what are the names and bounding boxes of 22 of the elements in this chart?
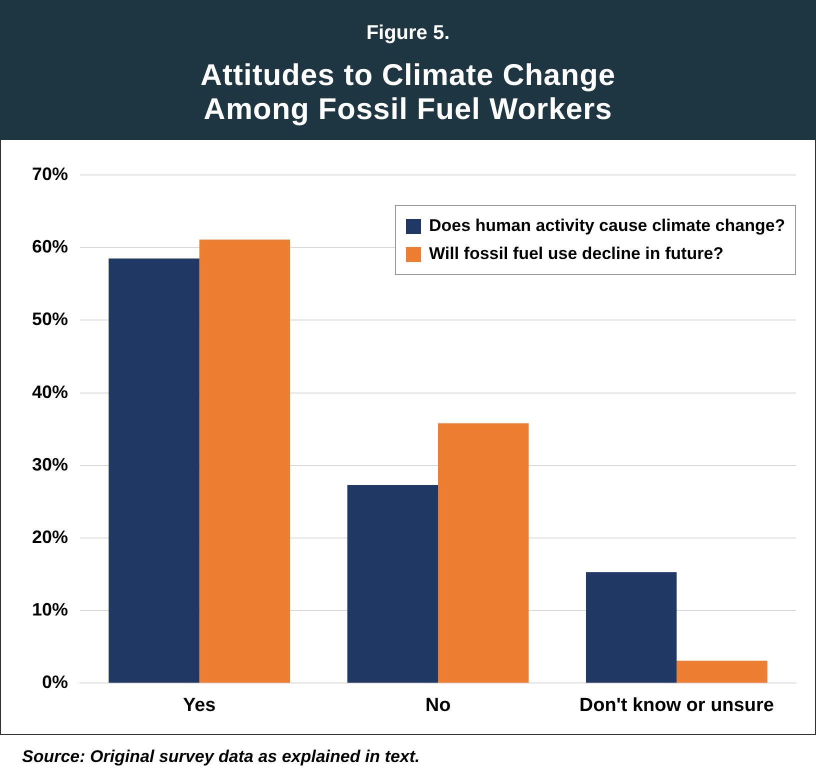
bar (108, 258, 200, 683)
chart-subtitle: Figure 5. (365, 21, 451, 45)
bar (676, 660, 768, 683)
legend-label: Will fossil fuel use decline in future? (429, 244, 724, 264)
chart-title: Attitudes to Climate Change Among Fossil Fuel Workers (199, 59, 617, 127)
y-tick-label: 50% (32, 309, 68, 330)
y-tick-label: 60% (32, 236, 68, 257)
y-tick-label: 70% (32, 164, 68, 184)
source-note: Source: Original survey data as explained in text. (21, 746, 421, 768)
y-tick-label: 30% (32, 454, 68, 474)
bar (438, 423, 529, 683)
bar (586, 572, 677, 683)
x-tick-label: Don't know or unsure (579, 694, 774, 716)
y-tick-label: 40% (32, 382, 68, 402)
y-tick-label: 10% (32, 600, 68, 620)
x-tick-label: No (425, 694, 451, 716)
bar (199, 240, 290, 683)
y-tick-label: 0% (42, 672, 68, 692)
bar (347, 485, 438, 683)
y-tick-label: 20% (32, 526, 68, 547)
x-tick-label: Yes (182, 694, 216, 716)
legend-label: Does human activity cause climate change? (429, 216, 786, 236)
